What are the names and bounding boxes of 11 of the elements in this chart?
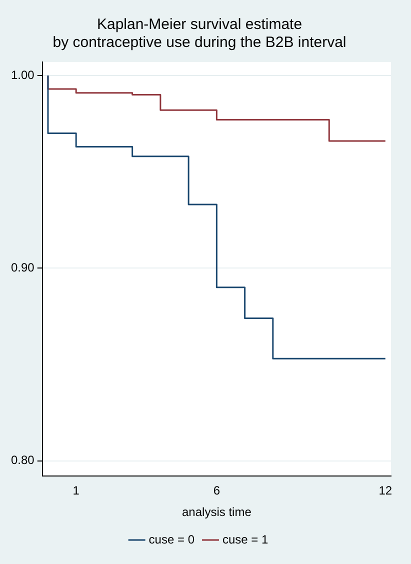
x-axis-title: analysis time bbox=[182, 505, 252, 520]
y-tick-label: 0.90 bbox=[10, 260, 35, 274]
x-tick-label: 1 bbox=[72, 484, 80, 498]
x-tick-label: 12 bbox=[378, 484, 392, 498]
legend-label: cuse = 1 bbox=[222, 532, 269, 546]
chart-subtitle: by contraceptive use during the B2B interval bbox=[52, 34, 346, 52]
chart-title: Kaplan-Meier survival estimate bbox=[96, 16, 302, 34]
y-tick-label: 0.80 bbox=[10, 453, 35, 468]
y-tick-label: 1.00 bbox=[10, 68, 35, 82]
legend-label: cuse = 0 bbox=[148, 532, 195, 546]
x-tick-label: 6 bbox=[213, 484, 220, 498]
